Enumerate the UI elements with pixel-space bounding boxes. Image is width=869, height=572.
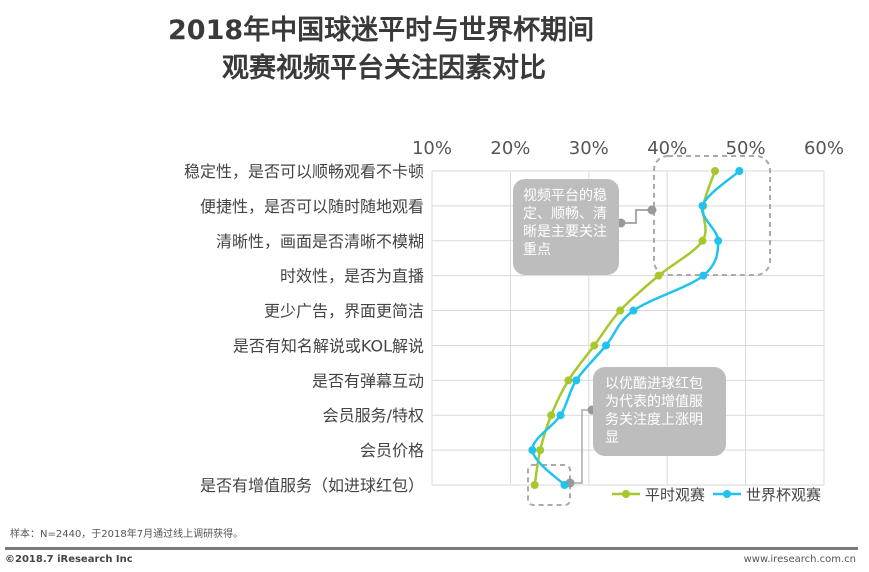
category-label: 是否有知名解说或KOL解说 xyxy=(233,336,424,355)
data-point-1 xyxy=(698,236,707,245)
x-tick-label: 60% xyxy=(804,138,844,159)
category-label: 清晰性，画面是否清晰不模糊 xyxy=(216,232,424,251)
annotation-value-added: 以优酷进球红包为代表的增值服务关注度上涨明显 xyxy=(593,367,726,456)
data-point-1 xyxy=(654,271,663,280)
x-tick-label: 30% xyxy=(569,138,609,159)
data-point-1 xyxy=(547,411,556,420)
series-line-2 xyxy=(531,170,741,486)
chart-title-line2: 观赛视频平台关注因素对比 xyxy=(222,53,546,84)
category-label: 是否有增值服务（如进球红包） xyxy=(200,476,424,495)
data-point-2 xyxy=(602,341,611,350)
annotation-stability: 视频平台的稳定、顺畅、清晰是主要关注重点 xyxy=(513,179,619,275)
data-point-2 xyxy=(528,446,537,455)
connector-dot xyxy=(647,205,657,215)
x-tick-label: 50% xyxy=(726,138,766,159)
legend-marker-1 xyxy=(622,490,630,498)
chart-title-line1: 2018年中国球迷平时与世界杯期间 xyxy=(168,15,595,46)
data-point-2 xyxy=(629,306,638,315)
data-point-1 xyxy=(616,306,625,315)
data-point-2 xyxy=(699,271,708,280)
data-point-2 xyxy=(556,411,565,420)
legend-label-1: 平时观赛 xyxy=(645,486,705,504)
footer-divider xyxy=(5,547,858,550)
data-point-1 xyxy=(564,376,573,385)
x-tick-label: 10% xyxy=(412,138,452,159)
data-point-1 xyxy=(530,481,539,489)
data-point-1 xyxy=(536,446,545,455)
data-point-2 xyxy=(714,236,723,245)
category-label: 便捷性，是否可以随时随地观看 xyxy=(200,197,424,216)
legend-marker-2 xyxy=(723,490,731,498)
highlight-box-top xyxy=(653,155,771,276)
copyright: ©2018.7 iResearch Inc xyxy=(5,554,133,565)
category-label: 是否有弹幕互动 xyxy=(312,371,424,390)
data-point-2 xyxy=(560,481,569,489)
category-label: 更少广告，界面更简洁 xyxy=(264,302,424,321)
annotation-connector xyxy=(621,209,652,224)
data-point-1 xyxy=(590,341,599,350)
category-label: 时效性，是否为直播 xyxy=(280,267,424,286)
data-point-2 xyxy=(572,376,581,385)
data-point-2 xyxy=(735,167,744,175)
legend-label-2: 世界杯观赛 xyxy=(746,486,821,504)
data-point-2 xyxy=(698,201,707,210)
sample-note: 样本：N=2440，于2018年7月通过线上调研获得。 xyxy=(10,529,244,540)
website-url: www.iresearch.com.cn xyxy=(743,554,856,565)
x-tick-label: 20% xyxy=(490,138,530,159)
category-label: 稳定性，是否可以顺畅观看不卡顿 xyxy=(184,162,424,181)
x-tick-label: 40% xyxy=(647,138,687,159)
category-label: 会员价格 xyxy=(360,441,424,460)
category-label: 会员服务/特权 xyxy=(323,406,424,425)
annotation-connector xyxy=(570,409,592,484)
data-point-1 xyxy=(711,167,720,175)
